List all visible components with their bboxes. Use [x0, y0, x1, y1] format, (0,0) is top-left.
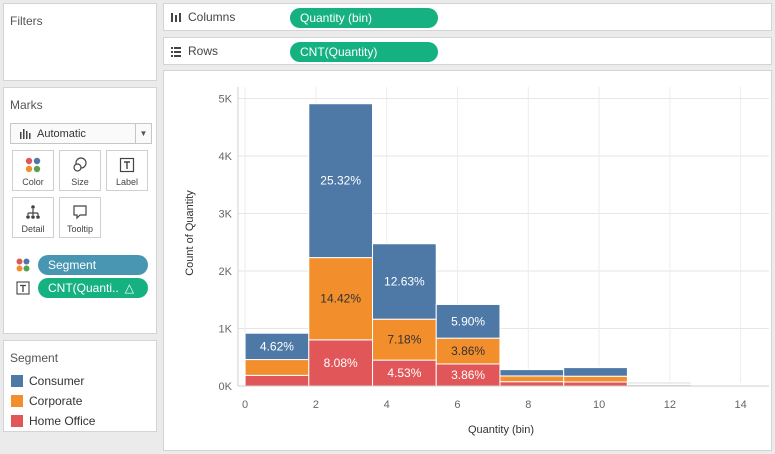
cnt-quantity-pill-label: CNT(Quanti.. [48, 281, 119, 295]
legend-swatch [11, 415, 23, 427]
y-axis-title: Count of Quantity [184, 190, 196, 276]
color-label: Color [22, 177, 44, 187]
marks-card: Marks Automatic ▼ Color Size Label [3, 87, 157, 334]
x-tick-label: 10 [593, 399, 605, 411]
cnt-quantity-pill[interactable]: CNT(Quanti.. △ [38, 278, 148, 298]
x-tick-label: 6 [454, 399, 460, 411]
bar-segment-home-office[interactable] [563, 381, 628, 387]
y-tick-label: 3K [219, 209, 233, 221]
mark-type-label: Automatic [37, 127, 86, 140]
x-axis: 0 2 4 6 8 10 12 14 [238, 385, 769, 411]
filters-title: Filters [10, 14, 43, 28]
bar-chart-icon [20, 129, 31, 139]
bar-segment-corporate[interactable] [372, 318, 437, 361]
x-tick-label: 12 [664, 399, 676, 411]
bar-segment-corporate[interactable] [499, 375, 565, 383]
marks-title: Marks [10, 98, 43, 112]
legend-label: Home Office [29, 414, 96, 428]
y-tick-label: 4K [219, 151, 233, 163]
segment-pill[interactable]: Segment [38, 255, 148, 275]
tooltip-icon [73, 205, 87, 220]
bar-segment-consumer[interactable] [372, 243, 437, 320]
columns-shelf[interactable]: Columns Quantity (bin) [163, 3, 772, 31]
filters-shelf[interactable]: Filters [3, 3, 157, 81]
x-tick-label: 14 [735, 399, 747, 411]
legend-item-consumer[interactable]: Consumer [11, 374, 84, 388]
y-tick-label: 5K [219, 94, 233, 106]
color-button[interactable]: Color [12, 150, 54, 191]
bar-segment-corporate[interactable] [435, 337, 501, 365]
rows-icon [171, 46, 181, 57]
bar-segment-consumer[interactable] [563, 367, 628, 377]
bar-data-label: 5.90% [451, 314, 485, 328]
histogram-chart: 4.62% 8.08% 14.42% 25.32% 4.53% 7.18% 12.63% 3.… [184, 87, 769, 436]
rows-shelf[interactable]: Rows CNT(Quantity) [163, 37, 772, 65]
y-tick-label: 1K [219, 324, 233, 336]
rows-shelf-label: Rows [170, 44, 218, 58]
bar-segment-consumer[interactable] [626, 381, 692, 384]
segment-legend: Segment Consumer Corporate Home Office [3, 340, 157, 432]
x-tick-label: 0 [242, 399, 248, 411]
bar-segment-corporate[interactable] [244, 359, 310, 376]
color-dots-icon [16, 258, 30, 272]
bar-data-label: 4.62% [260, 339, 294, 353]
y-tick-label: 2K [219, 266, 233, 278]
bar-data-label: 12.63% [384, 274, 425, 288]
chart-view: 4.62% 8.08% 14.42% 25.32% 4.53% 7.18% 12.63% 3.… [163, 70, 772, 451]
bar-segment-consumer[interactable] [308, 103, 374, 259]
legend-swatch [11, 395, 23, 407]
bar-segment-home-office[interactable] [499, 381, 565, 387]
bar-data-label: 7.18% [387, 333, 421, 347]
bar-segment-corporate[interactable] [563, 375, 628, 383]
color-icon [25, 157, 41, 173]
text-label-icon [16, 281, 30, 295]
label-label: Label [115, 177, 139, 187]
size-icon [73, 157, 87, 172]
x-axis-title: Quantity (bin) [468, 424, 534, 436]
tooltip-button[interactable]: Tooltip [59, 197, 101, 238]
bar-segment-consumer[interactable] [499, 369, 565, 377]
bar-segment-consumer[interactable] [435, 303, 501, 339]
size-button[interactable]: Size [59, 150, 101, 191]
x-tick-label: 8 [525, 399, 531, 411]
detail-label: Detail [21, 224, 45, 234]
detail-icon [26, 205, 40, 219]
bar-data-label: 4.53% [387, 366, 421, 380]
label-button[interactable]: Label [106, 150, 148, 191]
segment-field-row: Segment [16, 255, 148, 275]
bar-data-label: 3.86% [451, 368, 485, 382]
legend-label: Corporate [29, 394, 83, 408]
columns-label-text: Columns [188, 10, 236, 24]
bar-segment-consumer[interactable] [690, 382, 756, 385]
bar-data-label: 25.32% [320, 174, 361, 188]
cnt-field-row: CNT(Quanti.. △ [16, 278, 148, 298]
legend-label: Consumer [29, 374, 85, 388]
mark-type-dropdown[interactable]: Automatic ▼ [10, 123, 152, 144]
size-label: Size [71, 177, 89, 187]
delta-icon: △ [124, 281, 134, 295]
bar-data-label: 3.86% [451, 344, 485, 358]
legend-swatch [11, 375, 23, 387]
rows-label-text: Rows [188, 44, 219, 58]
columns-icon [171, 12, 181, 22]
bar-data-label: 8.08% [324, 356, 358, 370]
detail-button[interactable]: Detail [12, 197, 54, 238]
cnt-quantity-rows-pill[interactable]: CNT(Quantity) [290, 42, 438, 62]
y-axis: 0K 1K 2K 3K 4K 5K [219, 87, 239, 393]
bar-segment-home-office[interactable] [244, 374, 310, 387]
columns-shelf-label: Columns [170, 10, 235, 24]
legend-title: Segment [10, 351, 59, 365]
tooltip-label: Tooltip [66, 224, 93, 234]
legend-item-corporate[interactable]: Corporate [11, 394, 82, 408]
legend-item-home-office[interactable]: Home Office [11, 414, 95, 428]
text-icon [119, 157, 135, 173]
bar-data-label: 14.42% [320, 292, 361, 306]
y-tick-label: 0K [219, 381, 233, 393]
bar-stacks [244, 103, 756, 387]
chevron-down-icon[interactable]: ▼ [135, 124, 151, 143]
x-tick-label: 4 [384, 399, 390, 411]
bar-labels: 4.62% 8.08% 14.42% 25.32% 4.53% 7.18% 12.63% 3.… [260, 174, 486, 382]
quantity-bin-pill[interactable]: Quantity (bin) [290, 8, 438, 28]
x-tick-label: 2 [313, 399, 319, 411]
